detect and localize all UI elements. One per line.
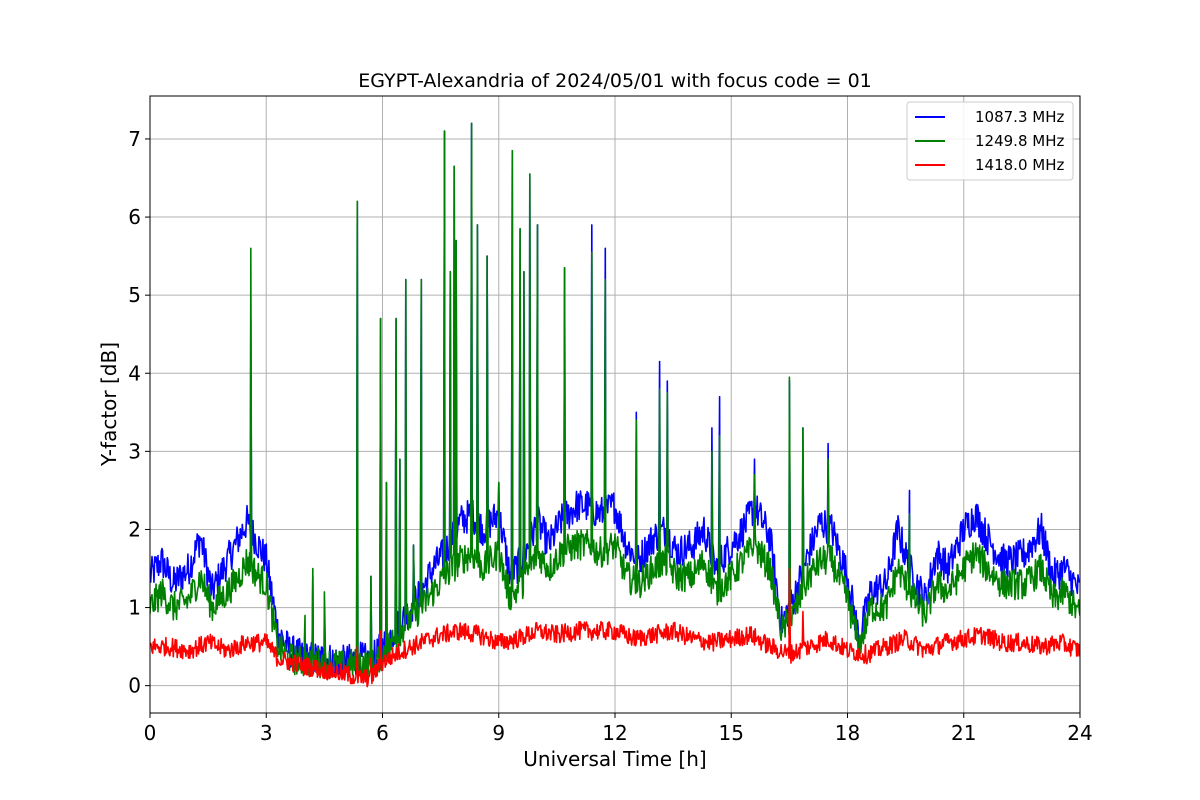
y-tick-label: 0	[128, 674, 141, 698]
y-tick-label: 7	[128, 127, 141, 151]
x-tick-label: 6	[376, 721, 389, 745]
legend-entry: 1418.0 MHz	[975, 156, 1064, 174]
y-tick-label: 1	[128, 596, 141, 620]
legend-entry: 1249.8 MHz	[975, 132, 1064, 150]
series-layer	[150, 122, 1080, 688]
x-tick-label: 18	[835, 721, 860, 745]
y-tick-label: 4	[128, 361, 141, 385]
legend: 1087.3 MHz 1249.8 MHz 1418.0 MHz	[906, 101, 1074, 181]
x-tick-label: 24	[1067, 721, 1092, 745]
x-tick-label: 9	[492, 721, 505, 745]
x-tick-label: 12	[602, 721, 627, 745]
x-axis-label: Universal Time [h]	[523, 747, 706, 771]
x-tick-label: 21	[951, 721, 976, 745]
x-axis-ticks: 0 3 6 9 12 15 18 21 24	[144, 713, 1093, 745]
y-tick-label: 5	[128, 283, 141, 307]
legend-entry: 1087.3 MHz	[975, 108, 1064, 126]
chart-title: EGYPT-Alexandria of 2024/05/01 with focu…	[358, 70, 872, 92]
x-tick-label: 0	[144, 721, 157, 745]
series-line-1	[150, 122, 1080, 681]
y-tick-label: 3	[128, 439, 141, 463]
x-tick-label: 3	[260, 721, 273, 745]
y-tick-label: 6	[128, 205, 141, 229]
legend-box	[906, 101, 1074, 181]
series-line-2	[150, 567, 1080, 688]
y-axis-label: Y-factor [dB]	[97, 342, 121, 467]
y-axis-ticks: 0 1 2 3 4 5 6 7	[128, 127, 150, 698]
plot-area	[150, 122, 1080, 688]
legend-items: 1087.3 MHz 1249.8 MHz 1418.0 MHz	[915, 108, 1064, 174]
y-tick-label: 2	[128, 517, 141, 541]
x-tick-label: 15	[719, 721, 744, 745]
